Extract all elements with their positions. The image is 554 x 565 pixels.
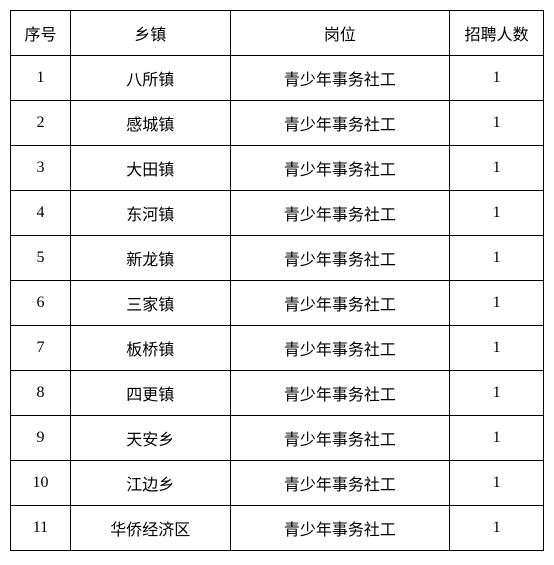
- cell-position: 青少年事务社工: [230, 236, 450, 281]
- cell-count: 1: [450, 326, 544, 371]
- table-row: 2 感城镇 青少年事务社工 1: [11, 101, 544, 146]
- cell-count: 1: [450, 506, 544, 551]
- table-row: 8 四更镇 青少年事务社工 1: [11, 371, 544, 416]
- cell-count: 1: [450, 101, 544, 146]
- cell-count: 1: [450, 146, 544, 191]
- table-row: 5 新龙镇 青少年事务社工 1: [11, 236, 544, 281]
- table-row: 1 八所镇 青少年事务社工 1: [11, 56, 544, 101]
- table-row: 3 大田镇 青少年事务社工 1: [11, 146, 544, 191]
- cell-position: 青少年事务社工: [230, 281, 450, 326]
- recruitment-table: 序号 乡镇 岗位 招聘人数 1 八所镇 青少年事务社工 1 2 感城镇 青少年事…: [10, 10, 544, 551]
- cell-index: 6: [11, 281, 71, 326]
- table-header-row: 序号 乡镇 岗位 招聘人数: [11, 11, 544, 56]
- recruitment-table-container: 序号 乡镇 岗位 招聘人数 1 八所镇 青少年事务社工 1 2 感城镇 青少年事…: [10, 10, 544, 551]
- header-position: 岗位: [230, 11, 450, 56]
- header-count: 招聘人数: [450, 11, 544, 56]
- table-row: 7 板桥镇 青少年事务社工 1: [11, 326, 544, 371]
- cell-position: 青少年事务社工: [230, 506, 450, 551]
- cell-index: 4: [11, 191, 71, 236]
- cell-town: 八所镇: [70, 56, 230, 101]
- header-index: 序号: [11, 11, 71, 56]
- cell-town: 东河镇: [70, 191, 230, 236]
- cell-town: 江边乡: [70, 461, 230, 506]
- table-row: 6 三家镇 青少年事务社工 1: [11, 281, 544, 326]
- header-town: 乡镇: [70, 11, 230, 56]
- cell-count: 1: [450, 461, 544, 506]
- cell-index: 1: [11, 56, 71, 101]
- cell-index: 7: [11, 326, 71, 371]
- cell-index: 5: [11, 236, 71, 281]
- cell-town: 感城镇: [70, 101, 230, 146]
- cell-town: 大田镇: [70, 146, 230, 191]
- cell-count: 1: [450, 371, 544, 416]
- table-row: 4 东河镇 青少年事务社工 1: [11, 191, 544, 236]
- cell-index: 10: [11, 461, 71, 506]
- cell-town: 四更镇: [70, 371, 230, 416]
- cell-index: 2: [11, 101, 71, 146]
- cell-count: 1: [450, 416, 544, 461]
- cell-index: 8: [11, 371, 71, 416]
- cell-index: 11: [11, 506, 71, 551]
- cell-index: 9: [11, 416, 71, 461]
- cell-count: 1: [450, 191, 544, 236]
- cell-town: 三家镇: [70, 281, 230, 326]
- cell-count: 1: [450, 56, 544, 101]
- table-row: 11 华侨经济区 青少年事务社工 1: [11, 506, 544, 551]
- cell-position: 青少年事务社工: [230, 416, 450, 461]
- cell-town: 天安乡: [70, 416, 230, 461]
- cell-index: 3: [11, 146, 71, 191]
- cell-position: 青少年事务社工: [230, 371, 450, 416]
- cell-count: 1: [450, 236, 544, 281]
- cell-position: 青少年事务社工: [230, 461, 450, 506]
- table-row: 10 江边乡 青少年事务社工 1: [11, 461, 544, 506]
- cell-position: 青少年事务社工: [230, 326, 450, 371]
- cell-town: 板桥镇: [70, 326, 230, 371]
- cell-position: 青少年事务社工: [230, 146, 450, 191]
- cell-position: 青少年事务社工: [230, 56, 450, 101]
- cell-position: 青少年事务社工: [230, 191, 450, 236]
- cell-count: 1: [450, 281, 544, 326]
- cell-town: 新龙镇: [70, 236, 230, 281]
- cell-town: 华侨经济区: [70, 506, 230, 551]
- table-row: 9 天安乡 青少年事务社工 1: [11, 416, 544, 461]
- cell-position: 青少年事务社工: [230, 101, 450, 146]
- table-body: 1 八所镇 青少年事务社工 1 2 感城镇 青少年事务社工 1 3 大田镇 青少…: [11, 56, 544, 551]
